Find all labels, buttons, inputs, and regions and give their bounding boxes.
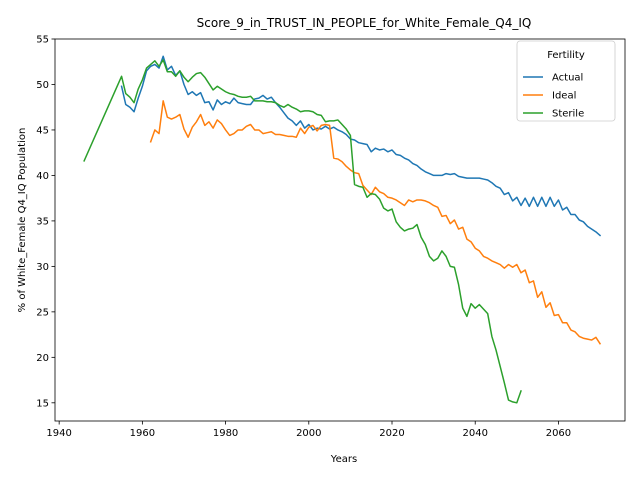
y-tick-label: 25 [36, 307, 49, 318]
series-line-ideal [149, 100, 602, 345]
x-tick-label: 2000 [296, 428, 321, 439]
chart-title: Score_9_in_TRUST_IN_PEOPLE_for_White_Fem… [197, 16, 532, 30]
axes-frame [54, 38, 626, 422]
y-axis-ticks: 15 20 25 30 35 40 45 50 55 [36, 35, 55, 409]
x-tick-label: 2060 [546, 428, 571, 439]
legend-box [516, 40, 616, 122]
legend-label-actual: Actual [552, 73, 583, 84]
x-tick-label: 1940 [46, 428, 71, 439]
legend-entries: Actual Ideal Sterile [523, 73, 584, 120]
plot-area: 1940 1960 1980 2000 2020 2040 2060 15 20 25 30 35 4… [36, 35, 626, 439]
x-tick-label: 2040 [462, 428, 487, 439]
series-lines [83, 55, 602, 404]
legend-title: Fertility [547, 50, 585, 61]
legend-label-ideal: Ideal [552, 91, 576, 102]
legend: Fertility Actual Ideal Sterile [516, 40, 616, 122]
y-tick-label: 55 [36, 35, 49, 46]
legend-label-sterile: Sterile [552, 109, 584, 120]
series-line-actual [120, 55, 602, 237]
y-tick-label: 50 [36, 80, 49, 91]
x-tick-label: 2020 [379, 428, 404, 439]
y-tick-label: 40 [36, 171, 49, 182]
y-tick-label: 20 [36, 353, 49, 364]
series-line-sterile [83, 59, 522, 404]
x-axis-ticks: 1940 1960 1980 2000 2020 2040 2060 [46, 421, 571, 439]
y-tick-label: 30 [36, 262, 49, 273]
y-tick-label: 35 [36, 216, 49, 227]
x-tick-label: 1980 [213, 428, 238, 439]
y-axis-label: % of White_Female Q4_IQ Population [17, 128, 28, 313]
x-tick-label: 1960 [130, 428, 155, 439]
x-axis-label: Years [330, 454, 357, 465]
y-tick-label: 15 [36, 398, 49, 409]
y-tick-label: 45 [36, 125, 49, 136]
